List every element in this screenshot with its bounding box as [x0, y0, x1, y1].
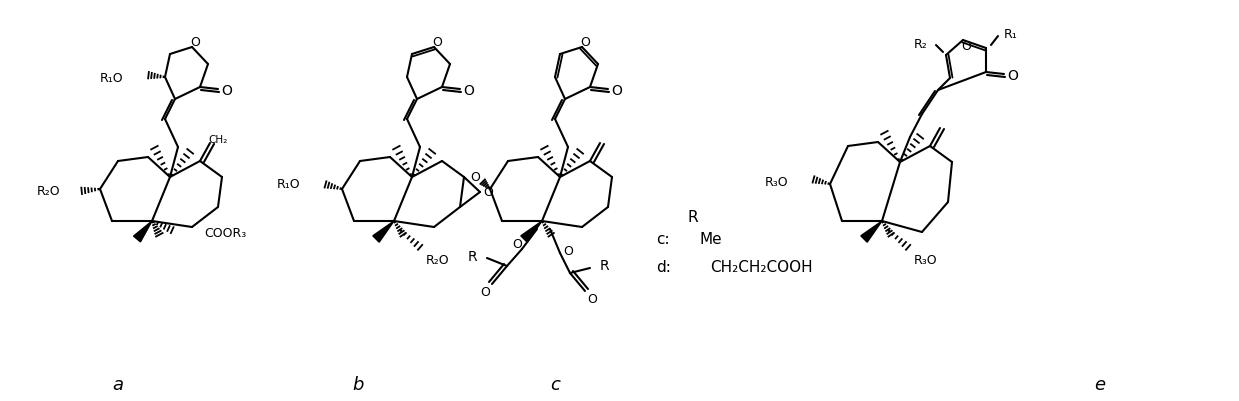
Text: d:: d: — [655, 260, 670, 275]
Text: R: R — [467, 249, 477, 263]
Text: R₁O: R₁O — [99, 71, 123, 84]
Polygon shape — [134, 221, 152, 242]
Text: b: b — [352, 375, 364, 393]
Text: R₁O: R₁O — [276, 178, 300, 191]
Text: e: e — [1094, 375, 1105, 393]
Text: R₁: R₁ — [1004, 27, 1017, 41]
Text: O: O — [612, 84, 622, 98]
Text: O: O — [1007, 69, 1018, 83]
Text: O: O — [961, 39, 971, 53]
Text: R: R — [600, 258, 610, 272]
Text: R₂O: R₂O — [36, 185, 59, 198]
Text: R₂: R₂ — [914, 37, 928, 51]
Text: O: O — [479, 286, 489, 299]
Text: c: c — [550, 375, 560, 393]
Text: O: O — [463, 84, 475, 98]
Text: c:: c: — [655, 232, 669, 247]
Text: R: R — [688, 210, 699, 225]
Polygon shape — [520, 221, 541, 243]
Text: R₂O: R₂O — [426, 253, 450, 266]
Text: COOR₃: COOR₃ — [204, 227, 247, 240]
Polygon shape — [373, 221, 394, 243]
Text: R₃O: R₃O — [914, 253, 938, 266]
Text: R₃O: R₃O — [764, 176, 788, 189]
Text: CH₂CH₂COOH: CH₂CH₂COOH — [710, 260, 813, 275]
Text: CH₂: CH₂ — [208, 135, 228, 145]
Text: Me: Me — [700, 232, 722, 247]
Text: O: O — [222, 84, 233, 98]
Text: O: O — [470, 171, 479, 184]
Text: O: O — [563, 245, 572, 258]
Text: O: O — [587, 293, 597, 306]
Text: O: O — [512, 238, 522, 251]
Polygon shape — [861, 221, 882, 243]
Text: a: a — [113, 375, 124, 393]
Text: O: O — [580, 36, 590, 49]
Text: O: O — [432, 36, 442, 49]
Text: O: O — [483, 186, 493, 199]
Text: O: O — [190, 36, 199, 49]
